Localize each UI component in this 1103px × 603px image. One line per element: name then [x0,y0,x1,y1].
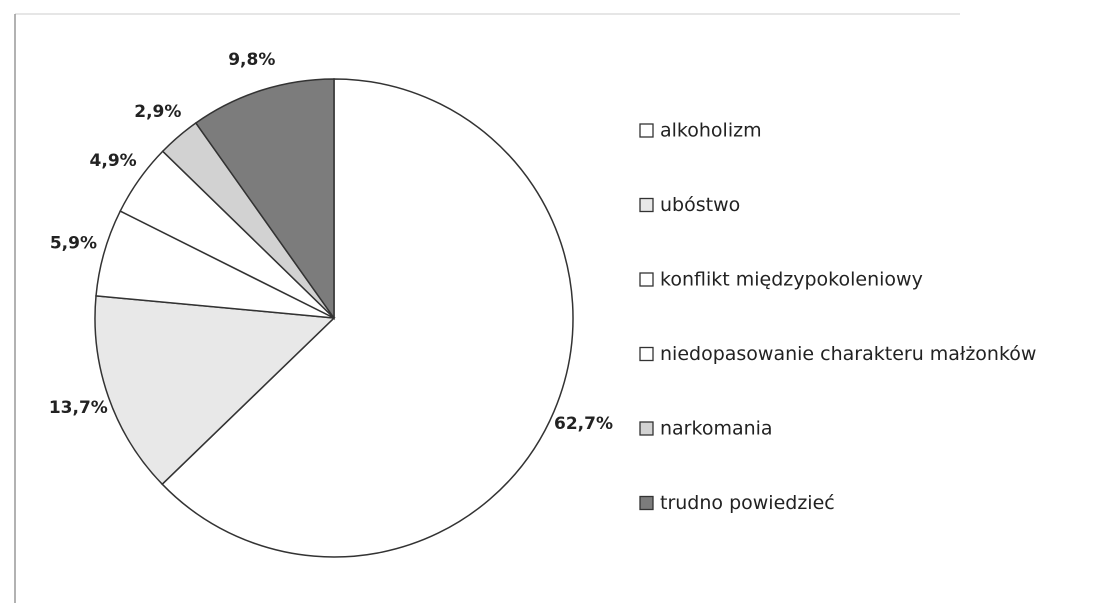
pie-slice [94,295,336,486]
pie-slice [161,78,574,558]
legend-label: narkomania [660,418,773,440]
slice-label: 5,9% [50,234,97,254]
legend-swatch [639,495,654,511]
legend-label: konflikt międzypokoleniowy [660,269,923,291]
legend-label: niedopasowanie charakteru małżonków [660,343,1036,365]
legend-swatch [639,272,654,287]
legend-label: ubóstwo [660,194,740,216]
slice-label: 4,9% [90,151,137,171]
pie-slice [194,78,335,321]
slice-label: 13,7% [49,398,108,418]
slice-label: 62,7% [554,414,613,434]
slice-label: 9,8% [228,50,275,70]
legend-label: alkoholizm [660,120,762,142]
legend-label: trudno powiedzieć [660,492,835,514]
legend-swatch [639,421,654,436]
legend-swatch [639,197,654,213]
slice-label: 2,9% [134,102,181,122]
legend-swatch [639,123,654,138]
legend-swatch [639,346,654,362]
